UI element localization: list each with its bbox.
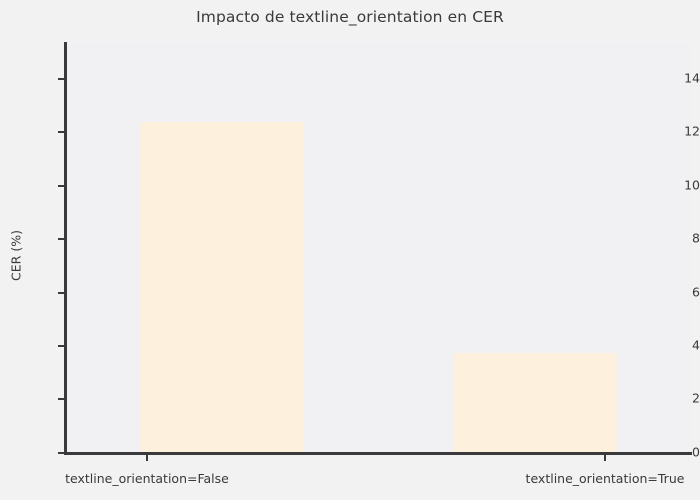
y-tick-mark-6 — [58, 292, 64, 294]
chart-title: Impacto de textline_orientation en CER — [196, 8, 504, 26]
y-tick-label-10: 10 — [684, 177, 700, 193]
y-tick-mark-0 — [58, 452, 64, 454]
x-tick-label-true: textline_orientation=True — [525, 471, 685, 486]
y-tick-label-0: 0 — [692, 444, 700, 460]
y-tick-label-12: 12 — [684, 123, 700, 139]
y-tick-mark-8 — [58, 238, 64, 240]
x-tick-label-false: textline_orientation=False — [65, 471, 229, 486]
y-tick-mark-4 — [58, 345, 64, 347]
y-tick-mark-12 — [58, 131, 64, 133]
y-axis-label: CER (%) — [8, 230, 24, 281]
y-axis-spine — [64, 42, 67, 454]
y-tick-mark-14 — [58, 78, 64, 80]
x-tick-mark-false — [146, 455, 148, 461]
y-tick-mark-2 — [58, 398, 64, 400]
y-tick-label-14: 14 — [684, 70, 700, 86]
x-axis-spine — [64, 452, 692, 455]
bar-textline-orientation-true[interactable] — [454, 352, 617, 452]
x-tick-mark-true — [604, 455, 606, 461]
bar-textline-orientation-false[interactable] — [141, 121, 304, 452]
y-tick-label-6: 6 — [692, 284, 700, 300]
y-tick-label-2: 2 — [692, 390, 700, 406]
y-tick-label-4: 4 — [692, 337, 700, 353]
y-tick-label-8: 8 — [692, 230, 700, 246]
y-tick-mark-10 — [58, 185, 64, 187]
